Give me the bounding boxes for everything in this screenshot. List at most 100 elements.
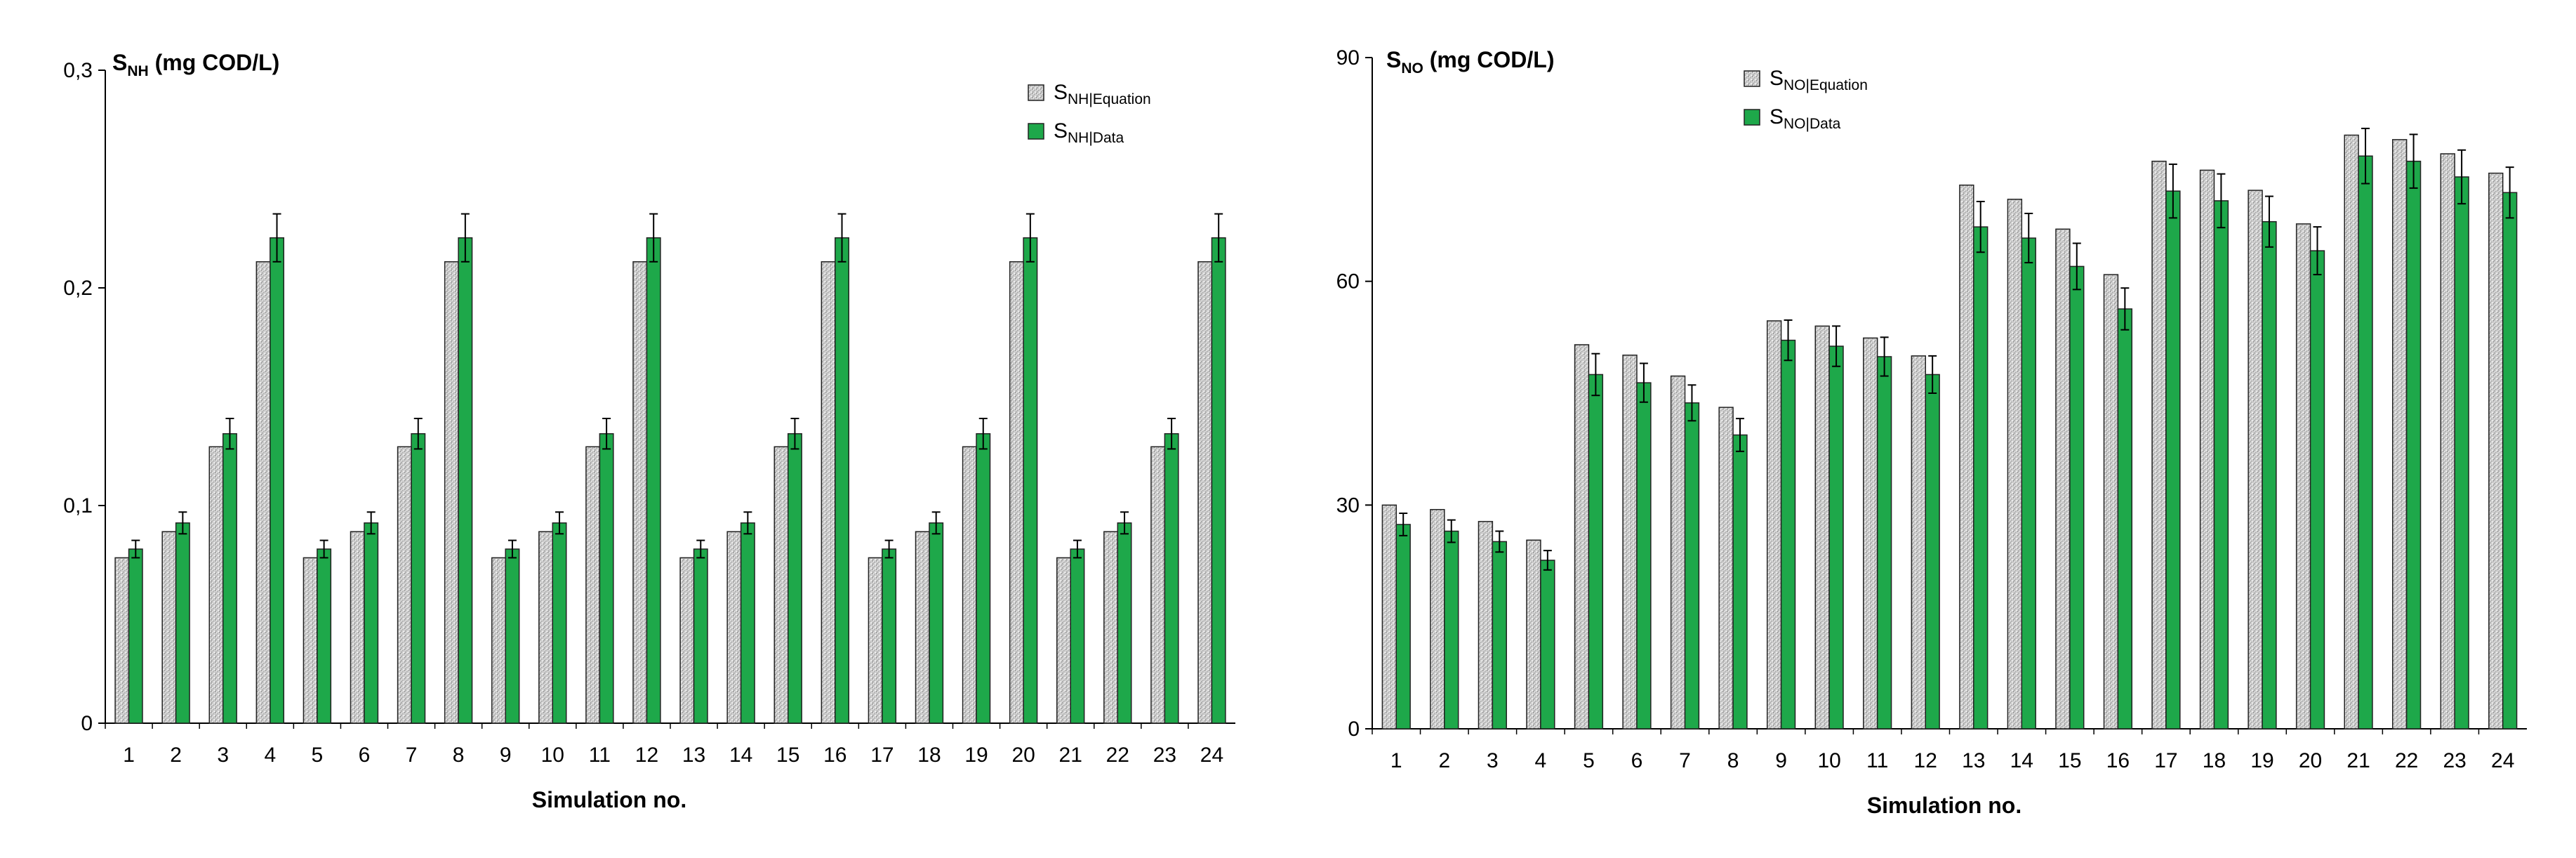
x-tick-label: 4 xyxy=(1535,749,1547,772)
bar-data xyxy=(2165,190,2181,730)
bar-data xyxy=(599,433,614,724)
x-tick-label: 18 xyxy=(917,744,941,767)
x-tick-label: 2 xyxy=(1438,749,1450,772)
x-tick-label: 9 xyxy=(500,744,512,767)
bar-equation xyxy=(2440,153,2455,730)
chart-title: SNO (mg COD/L) xyxy=(1386,47,1554,77)
x-tick-label: 14 xyxy=(729,744,752,767)
legend-label: SNO|Equation xyxy=(1770,67,1868,93)
x-tick-label: 24 xyxy=(1200,744,1223,767)
x-tick-label: 16 xyxy=(823,744,847,767)
x-tick-label: 3 xyxy=(217,744,229,767)
bar-equation xyxy=(774,446,789,724)
bar-data xyxy=(2502,192,2518,730)
bar-data xyxy=(128,548,143,724)
bar-data xyxy=(1828,345,1844,730)
bar-equation xyxy=(1526,539,1541,730)
bar-equation xyxy=(726,531,742,724)
bar-equation xyxy=(2007,199,2023,730)
bar-equation xyxy=(2199,169,2215,730)
bar-equation xyxy=(161,531,177,724)
bar-data xyxy=(1211,237,1226,724)
bar-equation xyxy=(1150,446,1166,724)
x-tick-label: 16 xyxy=(2106,749,2130,772)
bar-data xyxy=(317,548,332,724)
bar-equation xyxy=(679,557,695,724)
bar-equation xyxy=(2488,172,2504,730)
bar-equation xyxy=(1009,261,1024,724)
bar-data xyxy=(175,522,190,724)
bar-equation xyxy=(2151,160,2167,730)
x-tick-label: 8 xyxy=(453,744,465,767)
x-tick-label: 10 xyxy=(1817,749,1840,772)
bar-data xyxy=(1023,237,1038,724)
bar-equation xyxy=(114,557,130,724)
y-tick-label: 0,1 xyxy=(63,494,93,517)
x-tick-label: 24 xyxy=(2491,749,2514,772)
x-tick-label: 12 xyxy=(635,744,658,767)
bar-data xyxy=(222,433,237,724)
bar-equation xyxy=(1103,531,1119,724)
x-tick-label: 6 xyxy=(1631,749,1643,772)
bar-data xyxy=(882,548,897,724)
legend-swatch xyxy=(1744,109,1760,126)
bar-data xyxy=(1070,548,1085,724)
x-tick-label: 21 xyxy=(2346,749,2370,772)
x-tick-label: 6 xyxy=(359,744,371,767)
x-axis-label: Simulation no. xyxy=(1867,793,2021,818)
y-tick-label: 90 xyxy=(1336,46,1360,70)
bar-data xyxy=(2405,160,2422,730)
bar-data xyxy=(1395,524,1411,730)
bar-equation xyxy=(1911,355,1926,730)
x-tick-label: 19 xyxy=(964,744,988,767)
bar-data xyxy=(1780,339,1796,730)
bar-equation xyxy=(1056,557,1071,724)
bar-equation xyxy=(2392,139,2408,730)
y-tick-label: 60 xyxy=(1336,270,1360,293)
x-tick-label: 15 xyxy=(776,744,799,767)
bar-equation xyxy=(444,261,459,724)
x-tick-label: 4 xyxy=(264,744,276,767)
bar-data xyxy=(2262,220,2277,730)
bar-equation xyxy=(1670,375,1686,730)
bar-data xyxy=(835,237,849,724)
y-tick-label: 0 xyxy=(1348,718,1360,741)
bar-data xyxy=(411,433,426,724)
legend-label: SNH|Data xyxy=(1054,119,1124,146)
y-tick-label: 30 xyxy=(1336,494,1360,517)
bar-equation xyxy=(962,446,977,724)
x-tick-label: 13 xyxy=(682,744,705,767)
bar-data xyxy=(1684,402,1700,730)
x-tick-label: 1 xyxy=(123,744,135,767)
bar-equation xyxy=(632,261,648,724)
bar-data xyxy=(505,548,520,724)
x-tick-label: 19 xyxy=(2250,749,2273,772)
bar-data xyxy=(929,522,944,724)
legend-swatch xyxy=(1028,123,1044,140)
bar-data xyxy=(1636,382,1652,730)
bar-data xyxy=(458,237,473,724)
bar-data xyxy=(364,522,379,724)
x-tick-label: 22 xyxy=(1106,744,1129,767)
bar-equation xyxy=(303,557,318,724)
bar-data xyxy=(1588,374,1604,730)
bar-data xyxy=(1164,433,1179,724)
x-tick-label: 11 xyxy=(589,744,611,767)
bar-equation xyxy=(1863,337,1878,730)
x-tick-label: 20 xyxy=(2299,749,2322,772)
x-tick-label: 23 xyxy=(2443,749,2467,772)
x-tick-label: 17 xyxy=(870,744,894,767)
bar-equation xyxy=(2344,134,2359,730)
bar-equation xyxy=(2248,190,2263,730)
bar-data xyxy=(1925,374,1940,730)
bar-equation xyxy=(538,531,554,724)
bar-equation xyxy=(1381,504,1397,730)
x-tick-label: 7 xyxy=(406,744,418,767)
bar-equation xyxy=(255,261,271,724)
bar-equation xyxy=(2103,274,2119,730)
bar-equation xyxy=(585,446,601,724)
bar-data xyxy=(1117,522,1132,724)
bar-data xyxy=(1492,541,1507,730)
x-tick-label: 7 xyxy=(1679,749,1691,772)
